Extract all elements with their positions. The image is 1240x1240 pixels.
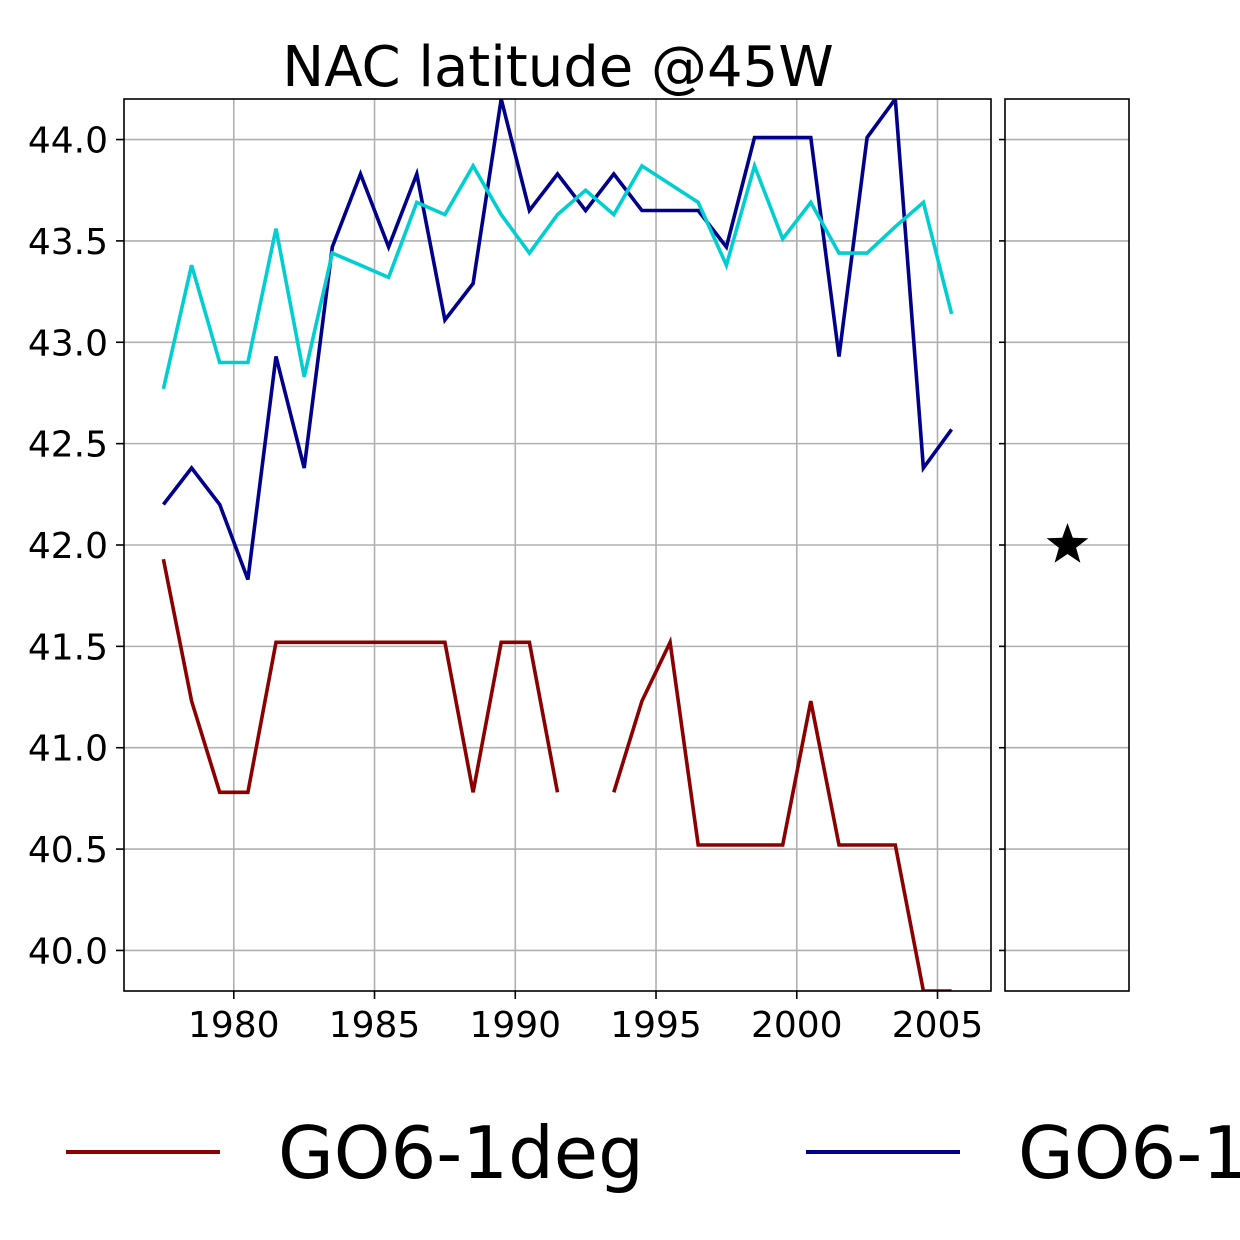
y-tick-label: 42.0	[28, 526, 108, 567]
y-tick-label: 41.5	[28, 627, 108, 668]
y-tick-label: 41.0	[28, 729, 108, 770]
series-line-3	[161, 160, 954, 390]
series-line-2	[161, 99, 954, 581]
x-tick-label: 1985	[329, 1005, 421, 1046]
side-panel-grid	[1005, 138, 1129, 952]
x-tick-label: 2005	[892, 1005, 984, 1046]
x-tick-label: 1980	[188, 1005, 280, 1046]
legend-label: GO6-1	[1018, 1111, 1240, 1195]
y-tick-label: 43.0	[28, 323, 108, 364]
legend: GO6-1deg GO6-1	[66, 1111, 1240, 1195]
x-tick-label: 1990	[469, 1005, 561, 1046]
x-axis-ticks: 1980 1985 1990 1995 2000 2005	[188, 991, 983, 1046]
star-marker	[1046, 523, 1089, 563]
side-panel-markers	[1046, 523, 1089, 563]
y-tick-label: 43.5	[28, 222, 108, 263]
series-lines	[161, 99, 954, 991]
y-axis-ticks: 40.0 40.5 41.0 41.5 42.0 42.5 43.0 43.5 44.0	[28, 121, 1005, 972]
x-tick-label: 2000	[751, 1005, 843, 1046]
legend-label: GO6-1deg	[278, 1111, 644, 1195]
chart-title: NAC latitude @45W	[282, 35, 833, 100]
y-tick-label: 44.0	[28, 121, 108, 162]
x-tick-label: 1995	[610, 1005, 702, 1046]
series-line-1	[161, 558, 952, 991]
y-tick-label: 40.0	[28, 931, 108, 972]
y-tick-label: 40.5	[28, 830, 108, 871]
main-plot-grid	[124, 99, 991, 991]
y-tick-label: 42.5	[28, 425, 108, 466]
